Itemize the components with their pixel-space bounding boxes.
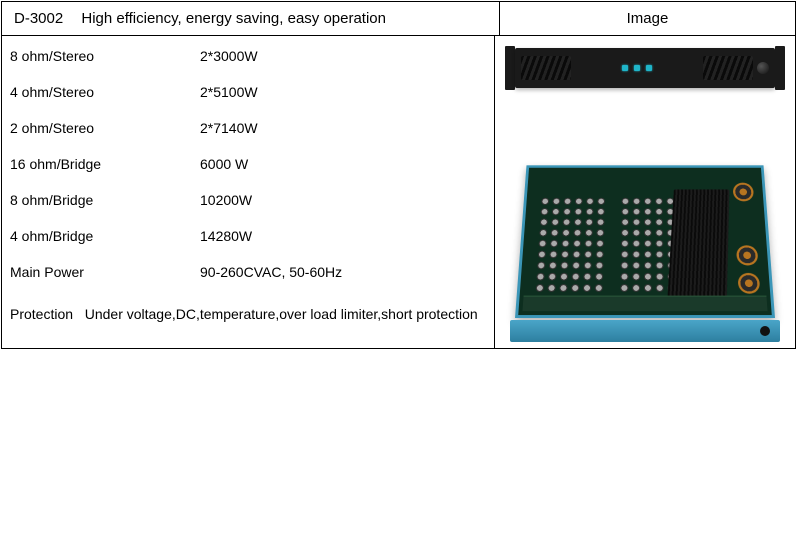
spec-value: 2*7140W: [200, 120, 486, 136]
spec-row: 2 ohm/Stereo 2*7140W: [10, 120, 486, 136]
spec-value: 14280W: [200, 228, 486, 244]
led-panel: [622, 65, 652, 71]
vent-icon: [703, 56, 753, 80]
images-column: [495, 36, 795, 348]
amplifier-board-image: [510, 138, 780, 338]
spec-label: 8 ohm/Bridge: [10, 192, 200, 208]
spec-label: 16 ohm/Bridge: [10, 156, 200, 172]
power-knob-icon: [757, 62, 769, 74]
spec-value: 2*5100W: [200, 84, 486, 100]
capacitor-bank-icon: [533, 196, 605, 295]
spec-row: Main Power 90-260CVAC, 50-60Hz: [10, 264, 486, 280]
heatsink-icon: [668, 189, 730, 297]
vent-icon: [521, 56, 571, 80]
specs-column: 8 ohm/Stereo 2*3000W 4 ohm/Stereo 2*5100…: [2, 36, 495, 348]
amplifier-front-image: [505, 46, 785, 90]
tagline: High efficiency, energy saving, easy ope…: [81, 10, 386, 27]
coil-icon: [738, 273, 761, 294]
spec-label: 4 ohm/Bridge: [10, 228, 200, 244]
spec-label: Main Power: [10, 264, 200, 280]
spec-value: 10200W: [200, 192, 486, 208]
protection-text: Under voltage,DC,temperature,over load l…: [85, 306, 478, 322]
header-left: D-3002 High efficiency, energy saving, e…: [2, 2, 500, 35]
spec-value: 6000 W: [200, 156, 486, 172]
body-row: 8 ohm/Stereo 2*3000W 4 ohm/Stereo 2*5100…: [2, 36, 795, 348]
spec-row: 8 ohm/Bridge 10200W: [10, 192, 486, 208]
protection-row: Protection Under voltage,DC,temperature,…: [10, 300, 486, 329]
spec-row: 8 ohm/Stereo 2*3000W: [10, 48, 486, 64]
front-panel-icon: [510, 320, 780, 342]
coil-icon: [733, 183, 755, 202]
spec-label: 8 ohm/Stereo: [10, 48, 200, 64]
spec-row: 16 ohm/Bridge 6000 W: [10, 156, 486, 172]
spec-value: 90-260CVAC, 50-60Hz: [200, 264, 486, 280]
spec-row: 4 ohm/Stereo 2*5100W: [10, 84, 486, 100]
model-code: D-3002: [14, 10, 63, 27]
spec-label: 2 ohm/Stereo: [10, 120, 200, 136]
header-image-label: Image: [500, 2, 795, 35]
spec-label: 4 ohm/Stereo: [10, 84, 200, 100]
header-row: D-3002 High efficiency, energy saving, e…: [2, 2, 795, 36]
spec-value: 2*3000W: [200, 48, 486, 64]
spec-table: D-3002 High efficiency, energy saving, e…: [1, 1, 796, 349]
coil-icon: [736, 245, 758, 265]
protection-label: Protection: [10, 306, 73, 322]
spec-row: 4 ohm/Bridge 14280W: [10, 228, 486, 244]
